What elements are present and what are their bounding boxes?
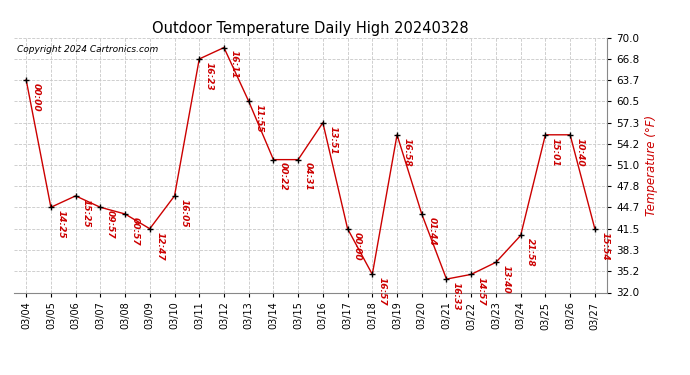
Text: 12:47: 12:47: [155, 231, 164, 260]
Text: 11:55: 11:55: [254, 104, 264, 133]
Text: 00:00: 00:00: [353, 231, 362, 260]
Text: 16:58: 16:58: [402, 138, 412, 166]
Text: 16:11: 16:11: [230, 50, 239, 79]
Text: 16:23: 16:23: [205, 62, 214, 90]
Text: 13:51: 13:51: [328, 126, 337, 154]
Text: 16:33: 16:33: [452, 282, 461, 310]
Text: 00:00: 00:00: [32, 82, 41, 111]
Y-axis label: Temperature (°F): Temperature (°F): [645, 114, 658, 216]
Text: 09:57: 09:57: [106, 210, 115, 238]
Text: 14:25: 14:25: [57, 210, 66, 238]
Text: 21:58: 21:58: [526, 238, 535, 267]
Text: 13:40: 13:40: [502, 265, 511, 294]
Text: 00:22: 00:22: [279, 162, 288, 191]
Text: 04:31: 04:31: [304, 162, 313, 191]
Text: 00:57: 00:57: [130, 217, 139, 245]
Text: 15:01: 15:01: [551, 138, 560, 166]
Text: 15:25: 15:25: [81, 199, 90, 227]
Text: 01:44: 01:44: [427, 217, 436, 245]
Text: Copyright 2024 Cartronics.com: Copyright 2024 Cartronics.com: [17, 45, 158, 54]
Text: 15:54: 15:54: [600, 231, 609, 260]
Text: 10:40: 10:40: [575, 138, 584, 166]
Title: Outdoor Temperature Daily High 20240328: Outdoor Temperature Daily High 20240328: [152, 21, 469, 36]
Text: 14:57: 14:57: [477, 277, 486, 306]
Text: 16:05: 16:05: [180, 199, 189, 227]
Text: 16:57: 16:57: [378, 277, 387, 306]
